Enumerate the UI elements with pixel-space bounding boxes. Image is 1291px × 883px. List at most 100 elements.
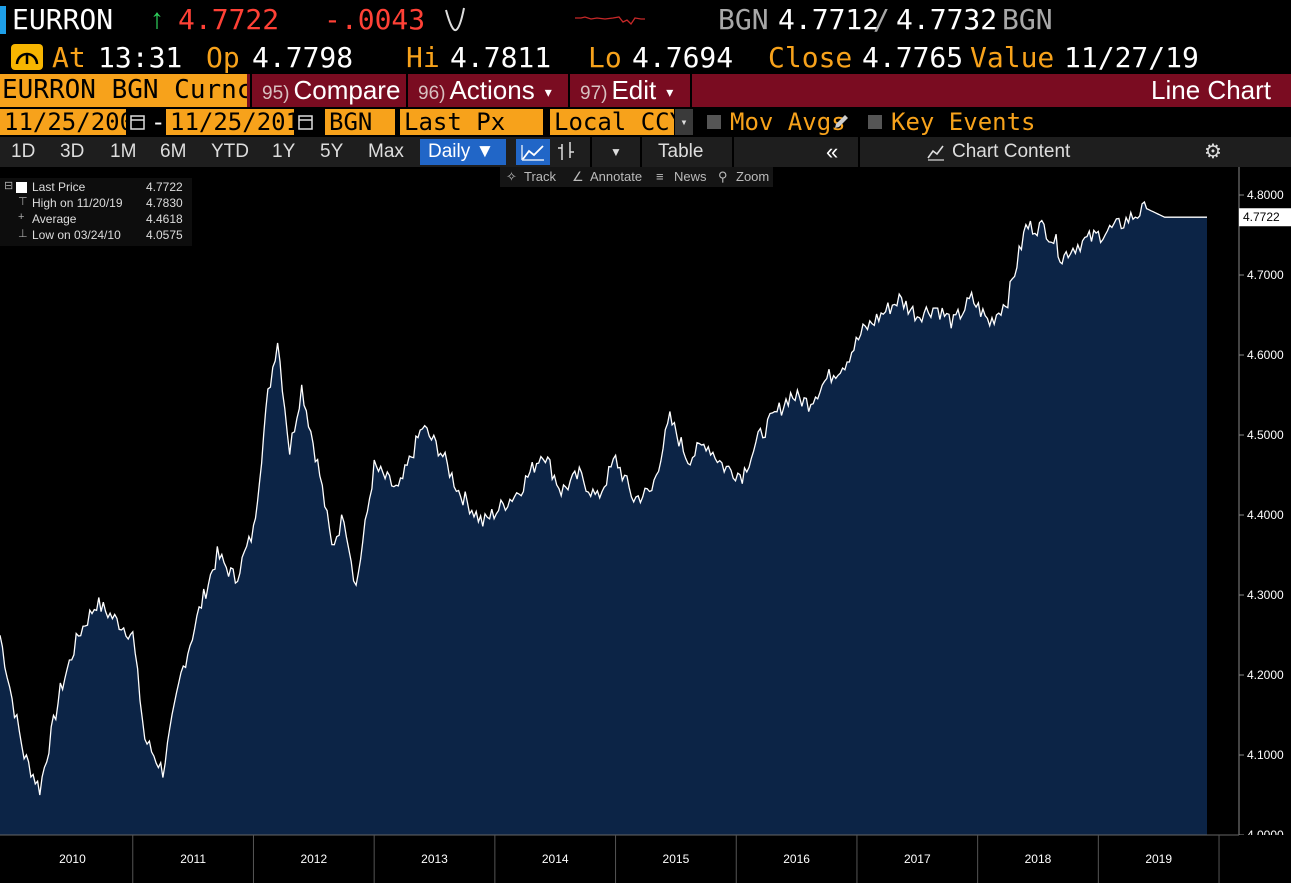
annotate-tool[interactable]: Annotate bbox=[590, 169, 643, 184]
chart-type-title: Line Chart bbox=[1151, 75, 1271, 105]
currency-field[interactable]: BGN bbox=[325, 109, 395, 135]
low-value: 4.7694 bbox=[632, 41, 734, 74]
track-tool[interactable]: Track bbox=[524, 169, 557, 184]
start-date-field[interactable]: 11/25/2009 bbox=[0, 109, 126, 135]
frequency-dropdown[interactable]: Daily ▼ bbox=[420, 139, 506, 165]
line-chart-icon[interactable] bbox=[516, 139, 550, 165]
y-axis-panel bbox=[1213, 167, 1291, 883]
legend-value: 4.7830 bbox=[146, 196, 183, 210]
news-tool[interactable]: News bbox=[674, 169, 707, 184]
low-label: Lo bbox=[588, 41, 622, 74]
edit-menu[interactable]: 97) Edit ▾ bbox=[568, 74, 690, 107]
chart-legend: ⊟ Last Price 4.7722 ⊤ High on 11/20/19 4… bbox=[0, 178, 192, 246]
y-tick-label: 4.6000 bbox=[1247, 348, 1284, 362]
close-label: Close bbox=[768, 41, 853, 74]
range-ytd-button[interactable]: YTD bbox=[211, 141, 249, 162]
compare-menu-number: 95) bbox=[262, 83, 290, 104]
actions-menu-label: Actions bbox=[449, 75, 535, 105]
price-chart-svg[interactable]: 4.8000 4.7000 4.6000 4.5000 4.4000 4.3000 4.20… bbox=[0, 167, 1291, 883]
intraday-sparkline bbox=[575, 16, 645, 26]
compare-menu[interactable]: 95) Compare bbox=[250, 74, 406, 107]
chart-content-button[interactable]: Chart Content bbox=[952, 141, 1071, 162]
chevron-down-icon[interactable]: ▾ bbox=[675, 109, 693, 135]
last-price-marker-label: 4.7722 bbox=[1243, 210, 1280, 224]
parameters-bar: 11/25/2009 - 11/25/2019 BGN Last Px Loca… bbox=[0, 107, 1291, 137]
chevron-down-icon[interactable]: ▼ bbox=[610, 145, 622, 159]
range-3d-button[interactable]: 3D bbox=[60, 141, 85, 162]
edit-menu-label: Edit bbox=[611, 75, 657, 105]
x-tick-label: 2019 bbox=[1145, 852, 1172, 866]
key-events-checkbox[interactable] bbox=[868, 115, 882, 129]
legend-label: Low on 03/24/10 bbox=[32, 228, 121, 242]
x-tick-label: 2011 bbox=[180, 852, 206, 866]
end-date-field[interactable]: 11/25/2019 bbox=[166, 109, 294, 135]
bid-currency: BGN bbox=[718, 3, 769, 36]
ticker-symbol[interactable]: EURRON bbox=[12, 3, 114, 36]
range-6m-button[interactable]: 6M bbox=[160, 141, 187, 162]
gauge-icon[interactable] bbox=[11, 44, 43, 70]
field-selector[interactable]: Last Px bbox=[400, 109, 543, 135]
range-max-button[interactable]: Max bbox=[368, 141, 404, 162]
price-chart[interactable]: 4.8000 4.7000 4.6000 4.5000 4.4000 4.3000 4.20… bbox=[0, 167, 1291, 883]
at-label: At bbox=[52, 41, 86, 74]
net-change: -.0043 bbox=[324, 3, 426, 36]
y-tick-label: 4.8000 bbox=[1247, 188, 1284, 202]
bid-ask-separator: / bbox=[873, 3, 890, 36]
actions-menu[interactable]: 96) Actions ▾ bbox=[406, 74, 568, 107]
legend-value: 4.0575 bbox=[146, 228, 183, 242]
high-value: 4.7811 bbox=[450, 41, 552, 74]
chart-content-icon[interactable] bbox=[926, 143, 946, 161]
value-label: Value bbox=[970, 41, 1055, 74]
news-icon[interactable]: ≡ bbox=[656, 169, 664, 184]
x-tick-label: 2012 bbox=[300, 852, 327, 866]
series-line bbox=[0, 200, 1207, 796]
compare-menu-label: Compare bbox=[293, 75, 401, 105]
gear-icon[interactable]: ⚙ bbox=[1204, 141, 1222, 163]
legend-value: 4.7722 bbox=[146, 180, 183, 194]
y-tick-label: 4.4000 bbox=[1247, 508, 1284, 522]
security-field[interactable]: EURRON BGN Curncy bbox=[0, 74, 247, 107]
quote-details-bar: At 13:31 Op 4.7798 Hi 4.7811 Lo 4.7694 C… bbox=[0, 40, 1291, 74]
track-icon[interactable]: ✧ bbox=[506, 169, 517, 184]
calendar-icon[interactable] bbox=[130, 113, 146, 131]
mov-avgs-label[interactable]: Mov Avgs bbox=[730, 108, 846, 136]
up-arrow-icon: ↑ bbox=[150, 3, 164, 34]
high-label: Hi bbox=[406, 41, 440, 74]
x-tick-label: 2015 bbox=[663, 852, 690, 866]
x-axis-panel bbox=[0, 835, 1291, 883]
calendar-icon[interactable] bbox=[298, 113, 314, 131]
y-tick-label: 4.2000 bbox=[1247, 668, 1284, 682]
open-value: 4.7798 bbox=[252, 41, 354, 74]
close-value: 4.7765 bbox=[862, 41, 964, 74]
zoom-tool[interactable]: Zoom bbox=[736, 169, 770, 184]
legend-item-low: ⊥ Low on 03/24/10 4.0575 bbox=[0, 227, 192, 243]
chevron-down-icon: ▾ bbox=[544, 83, 552, 100]
collapse-icon[interactable]: « bbox=[826, 139, 839, 164]
high-marker-icon: ⊤ bbox=[18, 196, 28, 208]
legend-item-high: ⊤ High on 11/20/19 4.7830 bbox=[0, 195, 192, 211]
range-5y-button[interactable]: 5Y bbox=[320, 141, 344, 162]
range-1y-button[interactable]: 1Y bbox=[272, 141, 296, 162]
annotate-icon[interactable]: ∠ bbox=[572, 169, 584, 184]
chevron-down-icon: ▾ bbox=[666, 83, 674, 100]
zoom-icon[interactable]: ⚲ bbox=[718, 169, 728, 184]
collapse-toggle-icon[interactable]: ⊟ bbox=[4, 180, 14, 192]
y-tick-label: 4.5000 bbox=[1247, 428, 1284, 442]
legend-item-last-price[interactable]: ⊟ Last Price 4.7722 bbox=[0, 179, 192, 195]
currency-mode-select[interactable]: Local CCY bbox=[550, 109, 674, 135]
range-1m-button[interactable]: 1M bbox=[110, 141, 137, 162]
edit-menu-number: 97) bbox=[580, 83, 608, 104]
key-events-label[interactable]: Key Events bbox=[891, 108, 1036, 136]
x-tick-label: 2017 bbox=[904, 852, 931, 866]
range-1d-button[interactable]: 1D bbox=[11, 141, 36, 162]
table-button[interactable]: Table bbox=[658, 141, 704, 162]
pencil-icon[interactable] bbox=[832, 113, 850, 131]
ticker-bar: EURRON ↑ 4.7722 -.0043 BGN 4.7712 / 4.77… bbox=[0, 0, 1291, 40]
mini-sparkline-icon bbox=[445, 7, 465, 32]
mov-avgs-checkbox[interactable] bbox=[707, 115, 721, 129]
series-swatch bbox=[16, 182, 27, 193]
ohlc-bar-icon[interactable] bbox=[556, 140, 576, 164]
bid-price: 4.7712 bbox=[778, 3, 880, 36]
ask-price: 4.7732 bbox=[896, 3, 998, 36]
y-tick-label: 4.1000 bbox=[1247, 748, 1284, 762]
